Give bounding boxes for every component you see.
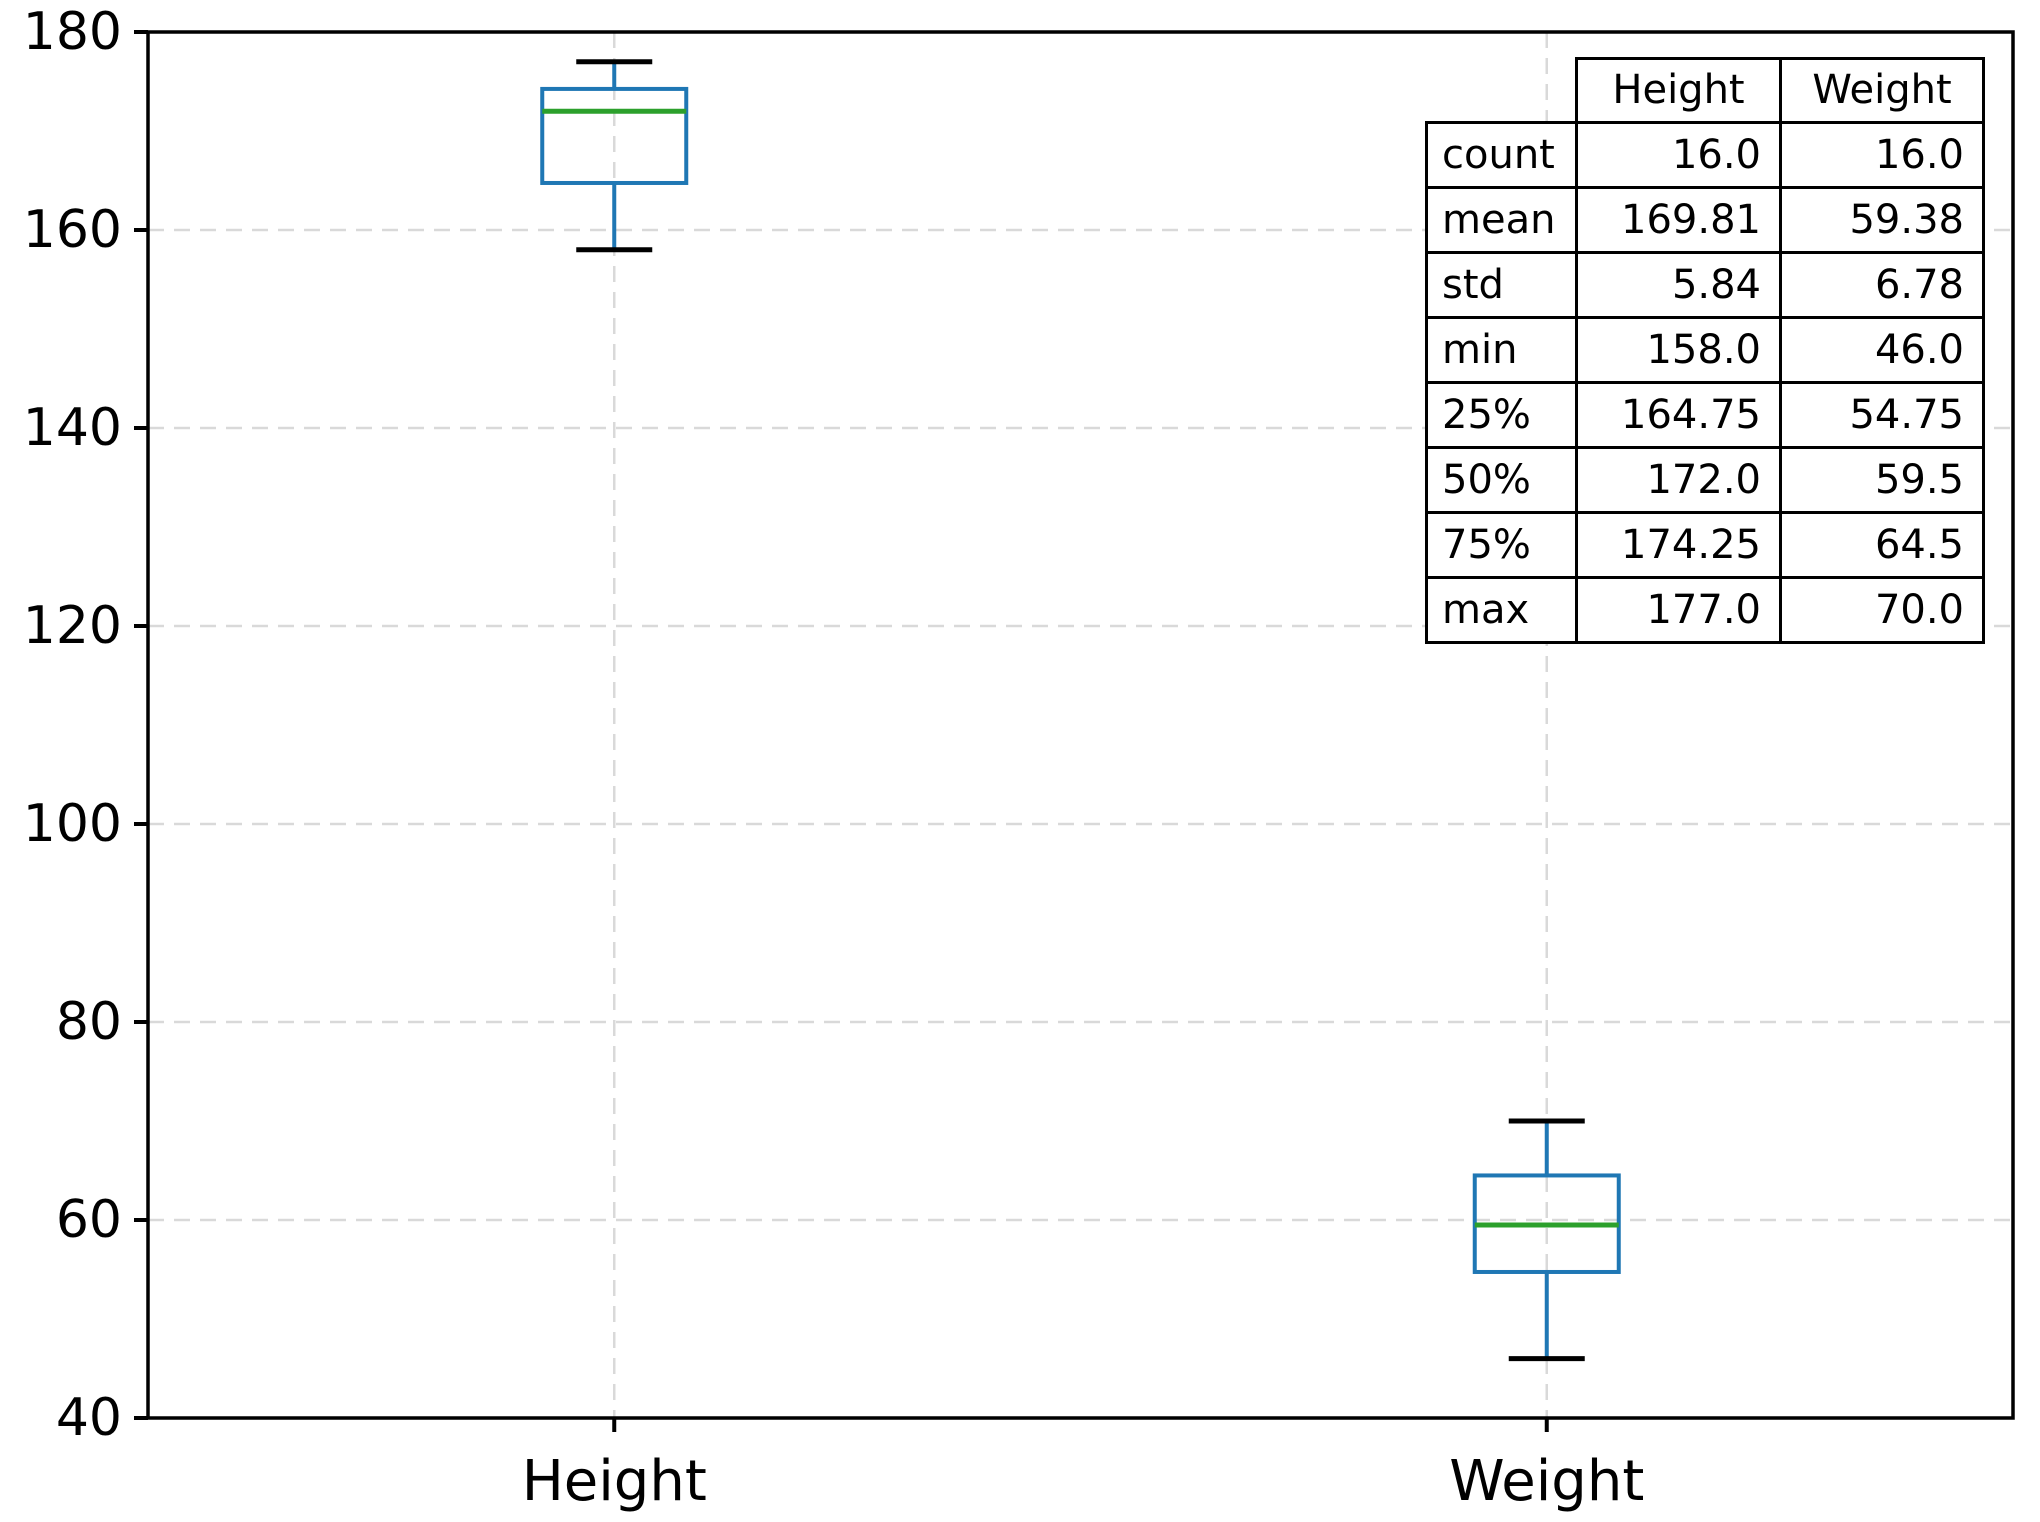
y-tick-label: 180 (23, 2, 122, 62)
std-weight: 6.78 (1779, 250, 1985, 319)
mean-weight: 59.38 (1779, 185, 1985, 254)
max-weight: 70.0 (1779, 575, 1985, 644)
y-tick-label: 160 (23, 200, 122, 260)
count-weight: 16.0 (1779, 120, 1985, 189)
p75-height: 174.25 (1575, 510, 1782, 579)
row-label-50pct: 50% (1425, 445, 1578, 514)
max-height: 177.0 (1575, 575, 1782, 644)
table-row: count 16.0 16.0 (1425, 120, 1985, 189)
y-tick-label: 120 (23, 596, 122, 656)
p50-weight: 59.5 (1779, 445, 1985, 514)
row-label-min: min (1425, 315, 1578, 384)
box-height (540, 59, 689, 253)
table-col-height: Height (1575, 57, 1782, 124)
table-row: 50% 172.0 59.5 (1425, 445, 1985, 514)
y-tick-label: 40 (56, 1388, 122, 1448)
table-corner-cell (1427, 59, 1577, 123)
table-header-row: Height Weight (1427, 57, 1985, 124)
count-height: 16.0 (1575, 120, 1782, 189)
x-tick-label: Height (522, 1449, 707, 1514)
p25-weight: 54.75 (1779, 380, 1985, 449)
x-tick-label: Weight (1449, 1449, 1644, 1514)
table-row: max 177.0 70.0 (1425, 575, 1985, 644)
row-label-max: max (1425, 575, 1578, 644)
y-tick-label: 100 (23, 794, 122, 854)
row-label-75pct: 75% (1425, 510, 1578, 579)
p25-height: 164.75 (1575, 380, 1782, 449)
p75-weight: 64.5 (1779, 510, 1985, 579)
table-row: 25% 164.75 54.75 (1425, 380, 1985, 449)
min-weight: 46.0 (1779, 315, 1985, 384)
axis-ticks: 40 60 80 100 120 140 160 180 Height Weight (23, 2, 1645, 1514)
y-tick-label: 60 (56, 1190, 122, 1250)
std-height: 5.84 (1575, 250, 1782, 319)
y-tick-label: 140 (23, 398, 122, 458)
mean-height: 169.81 (1575, 185, 1782, 254)
row-label-std: std (1425, 250, 1578, 319)
min-height: 158.0 (1575, 315, 1782, 384)
table-row: mean 169.81 59.38 (1425, 185, 1985, 254)
row-label-count: count (1425, 120, 1578, 189)
grid-lines (148, 30, 2013, 1420)
iqr-box (540, 86, 689, 185)
row-label-25pct: 25% (1425, 380, 1578, 449)
table-col-weight: Weight (1779, 57, 1985, 124)
box-weight (1472, 1118, 1621, 1362)
summary-stats-table: Height Weight count 16.0 16.0 mean 169.8… (1425, 57, 1985, 644)
table-row: min 158.0 46.0 (1425, 315, 1985, 384)
table-row: 75% 174.25 64.5 (1425, 510, 1985, 579)
row-label-mean: mean (1425, 185, 1578, 254)
plot-border (146, 30, 2015, 1420)
p50-height: 172.0 (1575, 445, 1782, 514)
table-row: std 5.84 6.78 (1425, 250, 1985, 319)
y-tick-label: 80 (56, 992, 122, 1052)
